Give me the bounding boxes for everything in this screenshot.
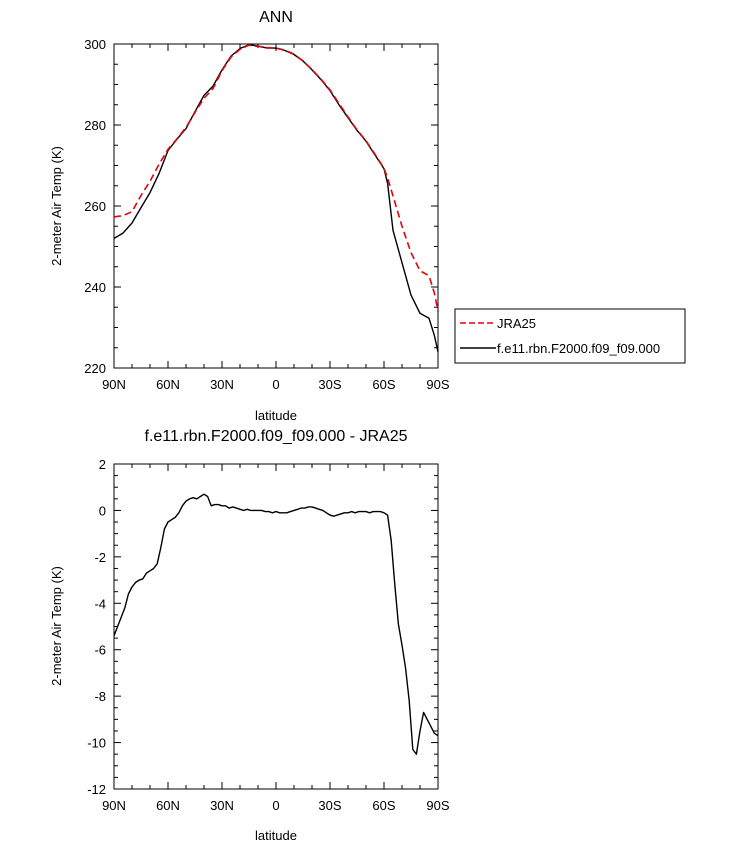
top-x-tick-label: 90S	[426, 377, 449, 392]
bottom-y-tick-label: -2	[94, 550, 106, 565]
bottom-x-tick-label: 30S	[318, 798, 341, 813]
bottom-x-tick-label: 30N	[210, 798, 234, 813]
legend: JRA25 f.e11.rbn.F2000.f09_f09.000	[454, 308, 686, 364]
top-y-tick-label: 280	[84, 118, 106, 133]
bottom-plot-frame	[113, 463, 439, 790]
top-y-tick-label: 240	[84, 280, 106, 295]
bottom-x-tick-label: 60N	[156, 798, 180, 813]
bottom-y-tick-label: -6	[94, 643, 106, 658]
bottom-y-tick-label: 2	[99, 457, 106, 472]
bottom-panel: f.e11.rbn.F2000.f09_f09.000 - JRA25 90N 6…	[49, 428, 450, 843]
top-chart-title: ANN	[259, 9, 293, 26]
bottom-x-tick-label: 0	[272, 798, 279, 813]
top-x-tick-label: 0	[272, 377, 279, 392]
top-panel: ANN 90N 60N 30N 0 30S 60S 90S 220 240 260 280 300 l…	[49, 9, 686, 423]
legend-box	[454, 308, 686, 364]
top-series-line-jra25	[113, 44, 439, 312]
top-y-tick-label: 220	[84, 361, 106, 376]
bottom-series-group	[113, 493, 439, 755]
bottom-x-tick-label: 60S	[372, 798, 395, 813]
top-plot-frame	[113, 43, 439, 369]
top-y-tick-label: 260	[84, 199, 106, 214]
bottom-y-tick-label: -10	[87, 736, 106, 751]
bottom-y-tick-label: -12	[87, 782, 106, 797]
top-x-tick-label: 90N	[102, 377, 126, 392]
legend-label-model: f.e11.rbn.F2000.f09_f09.000	[497, 341, 660, 356]
bottom-y-axis-label: 2-meter Air Temp (K)	[49, 566, 64, 686]
top-y-axis-label: 2-meter Air Temp (K)	[49, 146, 64, 266]
bottom-series-line-difference	[113, 493, 439, 755]
top-x-tick-label: 30N	[210, 377, 234, 392]
top-x-tick-label: 60N	[156, 377, 180, 392]
bottom-chart-title: f.e11.rbn.F2000.f09_f09.000 - JRA25	[145, 428, 408, 445]
top-series-line-f-e11-rbn-f2000-f09-f09-000	[113, 44, 439, 352]
top-y-tick-label: 300	[84, 37, 106, 52]
top-x-tick-label: 60S	[372, 377, 395, 392]
top-series-group	[113, 44, 439, 352]
bottom-x-axis-label: latitude	[255, 828, 297, 843]
legend-label-jra25: JRA25	[497, 316, 536, 331]
top-x-tick-label: 30S	[318, 377, 341, 392]
bottom-y-tick-label: -8	[94, 689, 106, 704]
bottom-x-tick-label: 90N	[102, 798, 126, 813]
bottom-y-tick-label: -4	[94, 596, 106, 611]
bottom-y-tick-label: 0	[99, 503, 106, 518]
top-axis-ticks: 90N 60N 30N 0 30S 60S 90S 220 240 260 280 300	[84, 37, 450, 392]
top-x-axis-label: latitude	[255, 408, 297, 423]
bottom-x-tick-label: 90S	[426, 798, 449, 813]
bottom-axis-ticks: 90N 60N 30N 0 30S 60S 90S 2 0 -2 -4 -6 -8 -10 -12	[87, 457, 450, 813]
